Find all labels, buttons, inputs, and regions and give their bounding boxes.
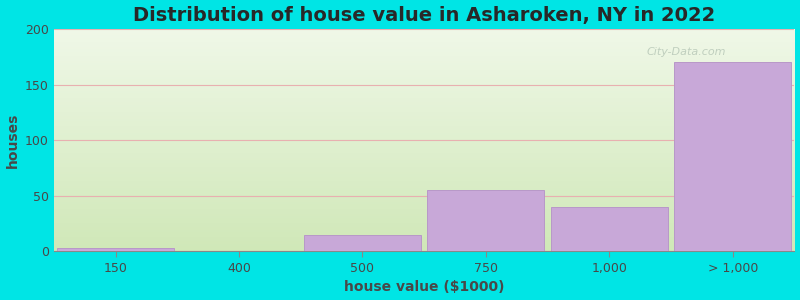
- Bar: [550, 207, 668, 251]
- Bar: [427, 190, 545, 251]
- Bar: [674, 62, 791, 251]
- Bar: [304, 235, 421, 251]
- X-axis label: house value ($1000): house value ($1000): [344, 280, 504, 294]
- Y-axis label: houses: houses: [6, 112, 19, 168]
- Text: City-Data.com: City-Data.com: [646, 47, 726, 57]
- Bar: [57, 248, 174, 251]
- Title: Distribution of house value in Asharoken, NY in 2022: Distribution of house value in Asharoken…: [133, 6, 715, 25]
